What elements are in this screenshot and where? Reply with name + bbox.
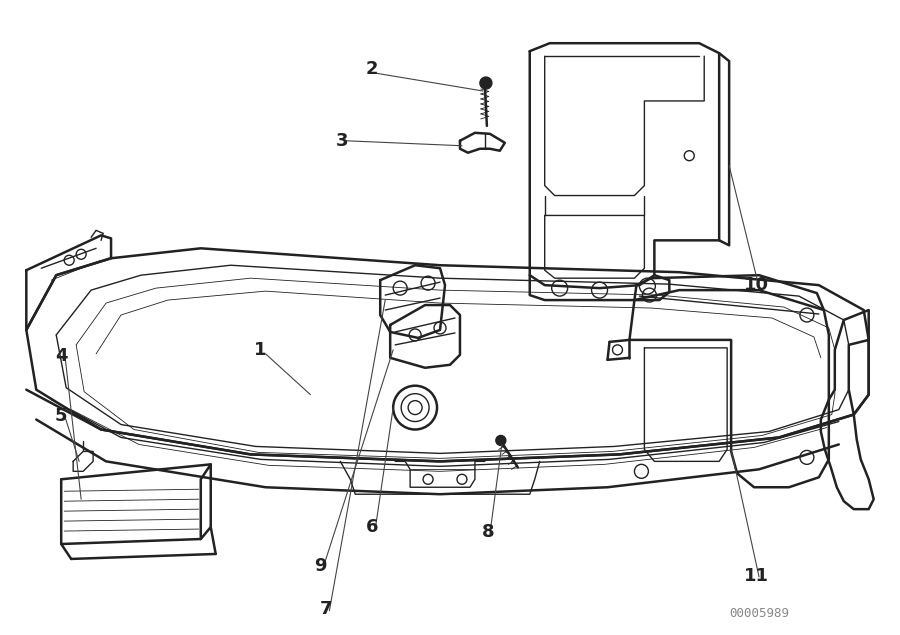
Circle shape — [496, 436, 506, 445]
Text: 10: 10 — [743, 276, 769, 294]
Text: 6: 6 — [366, 518, 379, 536]
Text: 8: 8 — [482, 523, 494, 541]
Text: 7: 7 — [320, 599, 333, 618]
Circle shape — [480, 77, 492, 89]
Text: 11: 11 — [743, 567, 769, 585]
Text: 2: 2 — [366, 60, 379, 78]
Text: 4: 4 — [55, 347, 68, 365]
Text: 00005989: 00005989 — [729, 607, 789, 620]
Text: 9: 9 — [314, 557, 327, 575]
Text: 5: 5 — [55, 406, 68, 425]
Text: 1: 1 — [255, 341, 266, 359]
Text: 3: 3 — [336, 132, 348, 150]
